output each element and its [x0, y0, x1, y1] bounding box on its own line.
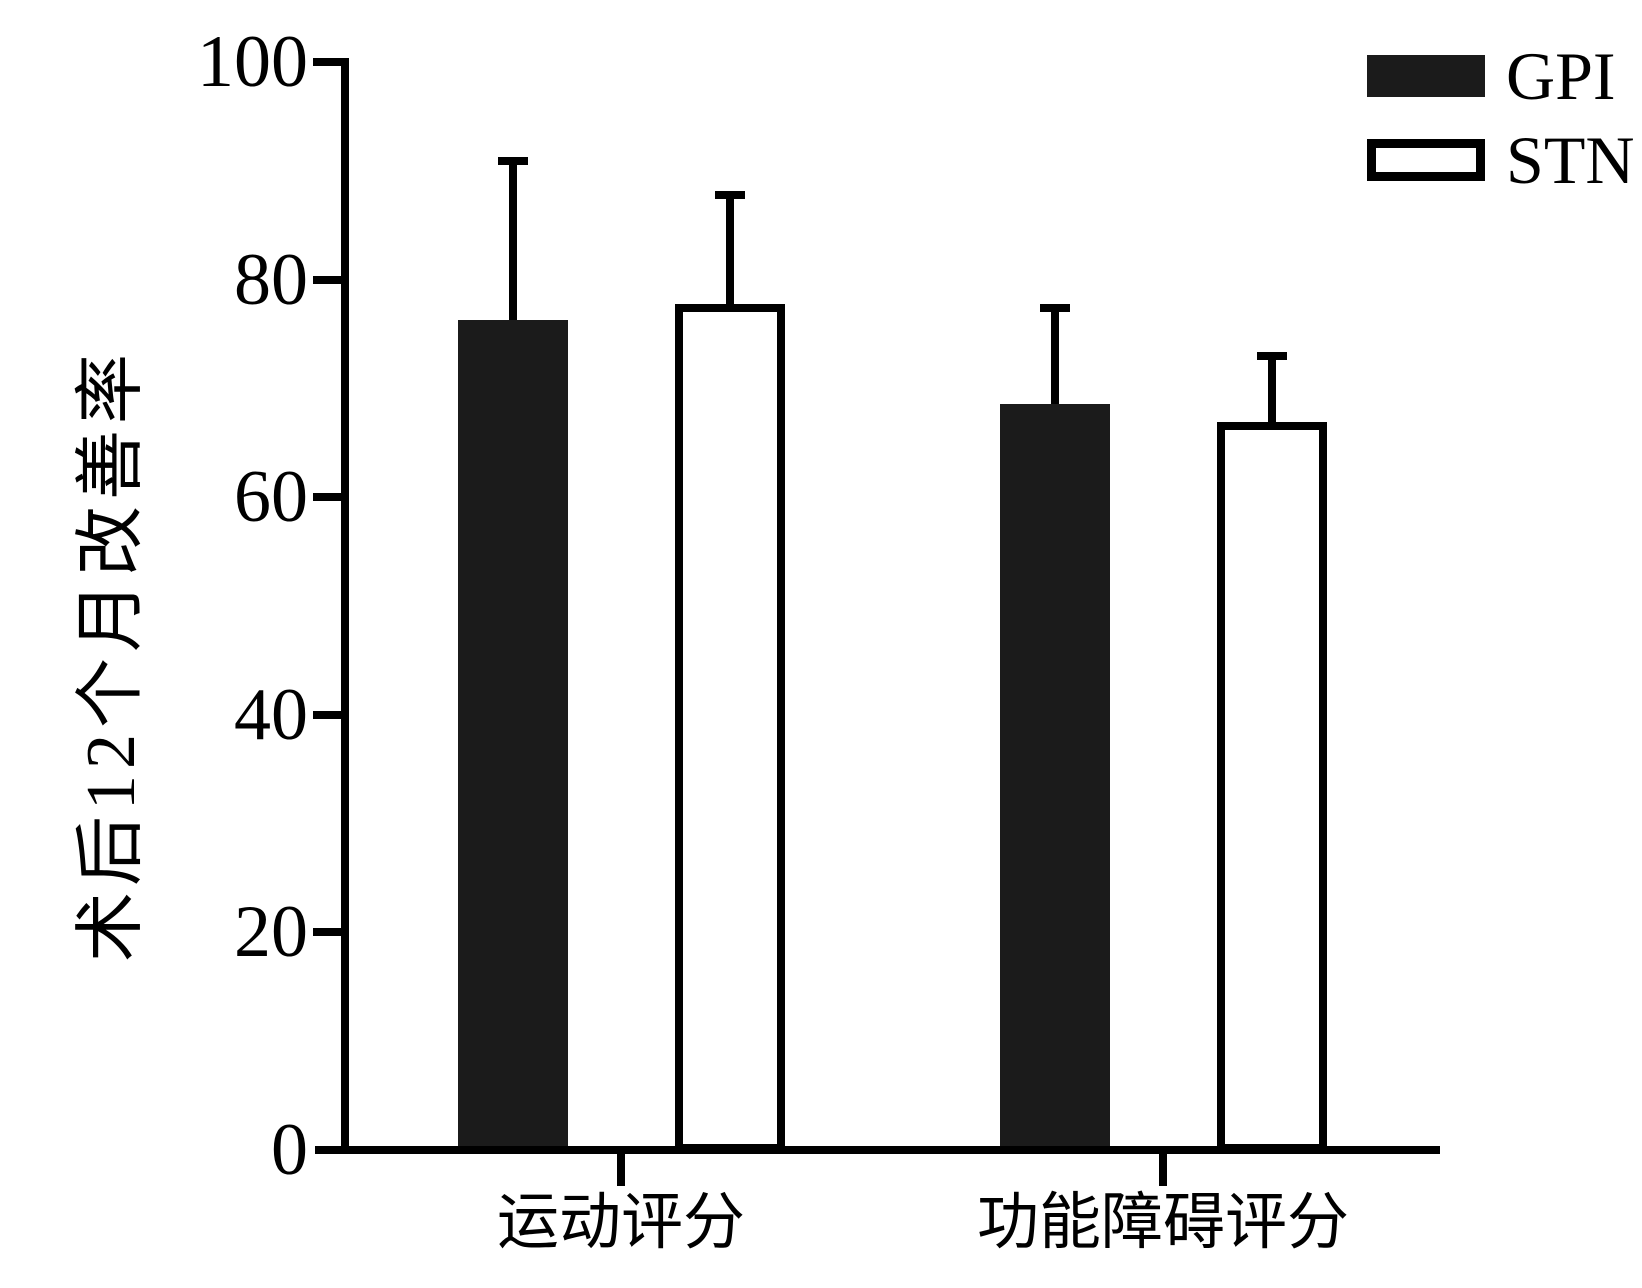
- x-tick-category-1: [617, 1150, 625, 1186]
- y-tick-label-100: 100: [197, 21, 308, 103]
- error-bar-stem-gpi-1: [1050, 310, 1059, 406]
- legend-label-stn: STN: [1506, 122, 1635, 198]
- error-bar-stem-stn-0: [725, 198, 734, 306]
- y-tick-label-40: 40: [234, 674, 308, 756]
- error-bar-cap-gpi-0: [497, 156, 528, 165]
- error-bar-cap-stn-0: [714, 191, 745, 200]
- bar-stn-1: [1216, 422, 1327, 1152]
- legend-label-gpi: GPI: [1506, 38, 1616, 114]
- legend-swatch-stn: [1367, 139, 1485, 181]
- y-tick-label-0: 0: [271, 1109, 308, 1191]
- y-tick-80: [313, 275, 345, 284]
- bar-gpi-1: [999, 403, 1110, 1152]
- x-tick-category-2: [1159, 1150, 1167, 1186]
- y-tick-label-80: 80: [234, 239, 308, 321]
- error-bar-stem-gpi-0: [508, 163, 517, 322]
- legend-swatch-gpi: [1367, 55, 1485, 97]
- y-tick-100: [313, 58, 345, 66]
- error-bar-cap-stn-1: [1256, 352, 1287, 361]
- y-tick-60: [313, 493, 345, 502]
- x-axis-line: [315, 1146, 1440, 1154]
- error-bar-stem-stn-1: [1267, 359, 1276, 425]
- error-bar-cap-gpi-1: [1039, 303, 1070, 312]
- bar-stn-0: [674, 303, 785, 1152]
- y-tick-20: [313, 928, 345, 937]
- y-tick-40: [313, 710, 345, 719]
- y-tick-label-20: 20: [234, 891, 308, 973]
- bar-gpi-0: [457, 319, 568, 1152]
- y-tick-label-60: 60: [234, 456, 308, 538]
- x-category-label-function: 功能障碍评分: [976, 1189, 1349, 1257]
- y-axis-line: [341, 58, 349, 1154]
- x-category-label-motor: 运动评分: [496, 1189, 745, 1257]
